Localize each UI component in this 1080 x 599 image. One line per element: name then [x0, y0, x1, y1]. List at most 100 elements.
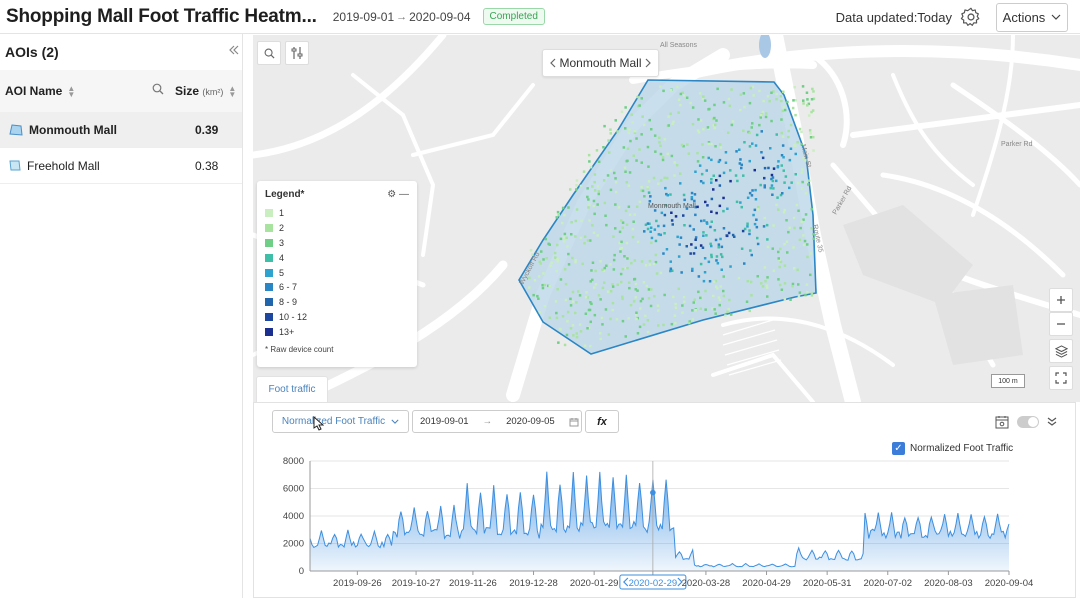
heatmap-cell [644, 223, 648, 226]
toggle-switch[interactable] [1017, 416, 1039, 428]
heatmap-cell [702, 181, 705, 185]
heatmap-cell [592, 231, 596, 234]
heatmap-cell [717, 160, 721, 164]
double-chevron-left-icon[interactable] [226, 44, 242, 56]
heatmap-cell [691, 269, 694, 272]
minimize-icon[interactable]: — [399, 189, 409, 200]
heatmap-cell [666, 152, 669, 156]
heatmap-cell [722, 289, 725, 293]
calendar-settings-icon[interactable] [995, 415, 1009, 429]
heatmap-cell [726, 207, 729, 210]
map-search-button[interactable] [257, 41, 281, 65]
heatmap-cell [537, 275, 541, 278]
map-filter-button[interactable] [285, 41, 309, 65]
heatmap-cell [710, 210, 713, 213]
heatmap-cell [709, 242, 712, 246]
heatmap-cell [704, 308, 707, 311]
heatmap-cell [531, 253, 534, 256]
tab-foot-traffic[interactable]: Foot traffic [256, 376, 328, 402]
heatmap-cell [666, 194, 669, 197]
heatmap-cell [712, 280, 716, 283]
heatmap-cell [580, 219, 583, 223]
heatmap-cell [710, 142, 713, 146]
heatmap-cell [669, 193, 672, 196]
actions-button[interactable]: Actions [996, 2, 1068, 32]
heatmap-cell [629, 303, 633, 307]
chevron-right-icon[interactable] [645, 58, 652, 68]
heatmap-cell [786, 100, 789, 104]
heatmap-cell [625, 223, 629, 226]
heatmap-cell [812, 149, 815, 152]
heatmap-cell [807, 102, 811, 106]
heatmap-cell [791, 285, 794, 288]
formula-button[interactable]: fx [585, 410, 619, 433]
aoi-selector[interactable]: Monmouth Mall [542, 49, 659, 77]
heatmap-cell [751, 122, 754, 125]
heatmap-cell [699, 296, 702, 300]
heatmap-cell [800, 130, 803, 134]
heatmap-cell [793, 143, 796, 147]
x-tick-label: 2020-04-29 [742, 578, 791, 589]
heatmap-cell [586, 195, 589, 199]
gear-icon[interactable] [960, 6, 982, 28]
heatmap-cell [777, 208, 780, 211]
series-checkbox[interactable]: ✓ [892, 442, 905, 455]
heatmap-cell [569, 304, 573, 307]
heatmap-cell [671, 269, 674, 272]
heatmap-cell [796, 141, 799, 144]
layers-button[interactable] [1049, 339, 1073, 363]
aoi-row-size: 0.39 [195, 122, 219, 137]
data-updated-text: Data updated:Today [835, 9, 952, 25]
heatmap-cell [702, 128, 705, 131]
heatmap-cell [721, 255, 724, 259]
heatmap-cell [683, 198, 686, 202]
col-aoi-name[interactable]: AOI Name ▲ ▼ [5, 83, 76, 99]
heatmap-cell [742, 92, 746, 95]
heatmap-cell [691, 122, 695, 126]
heatmap-cell [625, 181, 628, 184]
heatmap-cell [725, 234, 728, 237]
double-chevron-down-icon[interactable] [1047, 417, 1057, 427]
heatmap-cell [810, 292, 814, 295]
heatmap-cell [781, 192, 784, 195]
map-view[interactable]: All Seasons Parker Rd Main St Route 35 W… [253, 35, 1080, 402]
heatmap-cell [785, 240, 789, 243]
heatmap-cell [682, 94, 686, 97]
heatmap-cell [793, 226, 796, 230]
heatmap-cell [596, 203, 599, 206]
heatmap-cell [700, 219, 703, 223]
zoom-out-button[interactable] [1049, 312, 1073, 336]
heatmap-cell [748, 131, 751, 135]
heatmap-cell [770, 119, 773, 123]
heatmap-cell [660, 211, 664, 215]
series-legend[interactable]: ✓ Normalized Foot Traffic [892, 442, 1013, 455]
foot-traffic-chart[interactable]: 0 2000 4000 6000 8000 2019-09-26 2019-10-27 201… [254, 453, 1077, 599]
heatmap-cell [705, 234, 708, 237]
heatmap-cell [548, 316, 552, 319]
heatmap-cell [808, 129, 812, 132]
legend-controls[interactable]: ⚙ — [387, 189, 409, 200]
date-range-picker[interactable]: 2019-09-01 → 2020-09-05 [412, 410, 582, 433]
aoi-row-monmouth[interactable]: Monmouth Mall 0.39 [0, 112, 242, 148]
gear-icon[interactable]: ⚙ [387, 189, 397, 200]
heatmap-cell [659, 144, 662, 147]
heatmap-cell [614, 177, 617, 180]
heatmap-cell [712, 174, 715, 177]
heatmap-cell [620, 246, 623, 250]
heatmap-cell [694, 238, 697, 241]
fullscreen-button[interactable] [1049, 366, 1073, 390]
heatmap-cell [679, 172, 682, 175]
zoom-in-button[interactable] [1049, 288, 1073, 312]
col-size[interactable]: Size (km²) ▲ ▼ [175, 83, 237, 99]
heatmap-cell [681, 304, 684, 307]
metric-select[interactable]: Normalized Foot Traffic [272, 410, 409, 433]
heatmap-cell [810, 98, 814, 101]
aoi-row-freehold[interactable]: Freehold Mall 0.38 [0, 148, 242, 184]
heatmap-cell [754, 198, 758, 201]
search-icon[interactable] [152, 83, 164, 95]
chevron-left-icon[interactable] [549, 58, 556, 68]
heatmap-cell [593, 212, 596, 216]
legend-swatch [265, 209, 273, 218]
heatmap-cell [780, 99, 783, 103]
heatmap-cell [745, 300, 749, 303]
